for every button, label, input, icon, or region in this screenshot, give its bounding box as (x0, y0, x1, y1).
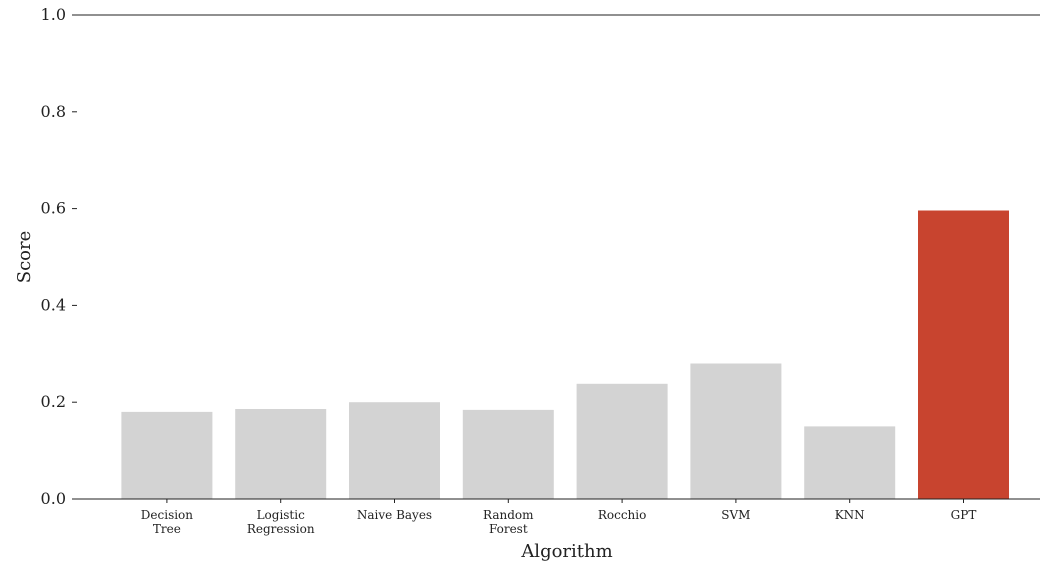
x-tick-label: SVM (721, 508, 750, 522)
bar (462, 409, 554, 499)
x-tick-label: Rocchio (598, 508, 647, 522)
bar (121, 411, 213, 499)
bar (235, 409, 327, 499)
x-axis-label: Algorithm (520, 541, 612, 562)
bar (804, 426, 896, 499)
y-tick-label: 0.8 (41, 102, 66, 121)
x-axis: Decision Tree Logistic Regression Naive Baye… (76, 498, 1040, 536)
y-axis-label: Score (14, 231, 35, 284)
x-tick-label: Naive Bayes (357, 508, 432, 522)
bar (349, 402, 440, 499)
bar (918, 210, 1009, 499)
y-tick-label: 0.6 (41, 199, 66, 218)
y-tick-label: 0.0 (41, 489, 66, 508)
bars-group (121, 210, 1009, 499)
x-tick-label: Logistic Regression (247, 508, 315, 536)
x-tick-label: Decision Tree (141, 508, 194, 536)
x-tick-label: KNN (835, 508, 865, 522)
y-tick-label: 0.4 (41, 295, 66, 314)
x-tick-label: Random Forest (483, 508, 534, 536)
y-tick-label: 0.2 (41, 392, 66, 411)
x-tick-label: GPT (951, 508, 977, 522)
y-tick-label: 1.0 (41, 5, 66, 24)
y-axis: 0.0 0.2 0.4 0.6 0.8 1.0 (41, 5, 1040, 508)
bar (576, 383, 668, 499)
bar (690, 363, 782, 499)
